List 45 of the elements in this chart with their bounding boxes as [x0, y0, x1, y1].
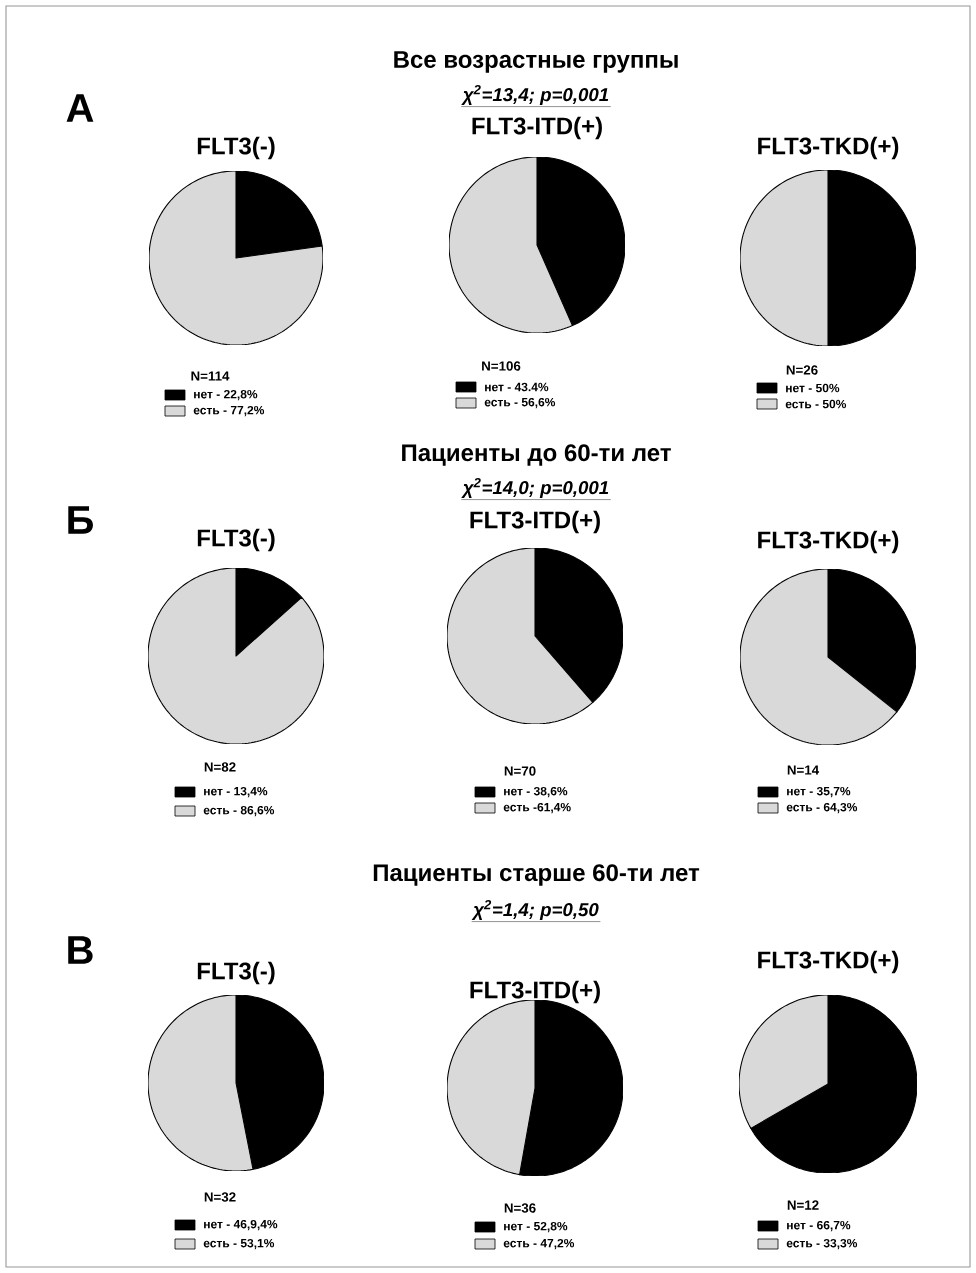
legend-label: есть - 50% [785, 399, 847, 409]
text: Все возрастные группы [394, 51, 678, 73]
text: Б [68, 506, 93, 534]
text: N=70 [504, 766, 536, 776]
text: N=26 [786, 365, 818, 375]
chart-title: FLT3-ITD(+) [470, 980, 600, 1004]
text: N=12 [787, 1200, 819, 1210]
legend-label: нет - 52,8% [504, 1221, 568, 1233]
legend-label: нет - 46,9,4% [204, 1219, 278, 1231]
text: В [68, 936, 93, 964]
chart-title: FLT3-ITD(+) [470, 510, 600, 534]
chart-title: FLT3(-) [197, 136, 275, 160]
legend-label: нет - 35,7% [787, 786, 851, 798]
chart-title: FLT3-TKD(+) [758, 530, 899, 554]
legend-label: нет - 50% [786, 383, 840, 393]
legend-label: нет - 22,8% [194, 389, 258, 401]
chart-title: FLT3-ITD(+) [472, 116, 602, 140]
legend-label: есть - 33,3% [786, 1238, 858, 1250]
legend-label: есть - 56,6% [484, 397, 556, 409]
text: Пациенты старше 60-ти лет [373, 864, 700, 886]
text: N=36 [504, 1203, 536, 1213]
legend-label: есть - 77,2% [193, 405, 265, 417]
text: χ$^{2}$=13,4; p=0,001 [461, 85, 609, 105]
text: N=14 [787, 765, 820, 775]
legend-label: есть - 64,3% [786, 802, 858, 814]
text: χ$^{2}$=14,0; p=0,001 [461, 478, 609, 498]
legend-label: нет - 43.4% [485, 382, 549, 392]
legend-label: нет - 38,6% [504, 786, 568, 798]
legend-label: есть -61,4% [503, 802, 571, 814]
text: А [66, 94, 94, 122]
text: χ$^{2}$=1,4; p=0,50 [471, 900, 599, 920]
text: Пациенты до 60-ти лет [402, 444, 671, 466]
chart-title: FLT3(-) [197, 961, 275, 985]
legend-label: есть - 86,6% [203, 805, 275, 817]
chart-title: FLT3-TKD(+) [758, 950, 899, 974]
legend-label: есть - 53,1% [203, 1238, 275, 1250]
legend-label: нет - 13,4% [204, 786, 268, 798]
text: N=114 [191, 371, 230, 381]
legend-label: есть - 47,2% [503, 1238, 575, 1250]
text: N=106 [482, 361, 521, 371]
text: N=32 [204, 1192, 236, 1202]
text: N=82 [204, 762, 236, 772]
chart-title: FLT3(-) [197, 528, 275, 552]
legend-label: нет - 66,7% [787, 1220, 851, 1232]
chart-title: FLT3-TKD(+) [758, 136, 899, 160]
